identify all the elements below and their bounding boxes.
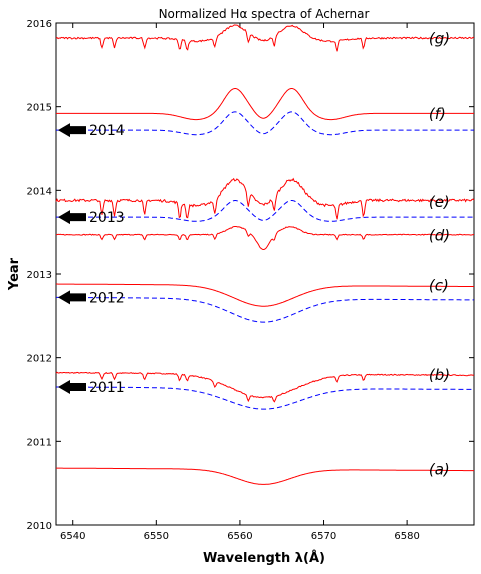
series-layer xyxy=(55,24,475,485)
year-arrow-icon xyxy=(58,290,86,305)
year-arrow-icon xyxy=(58,123,86,138)
observed-spectrum-line xyxy=(55,177,475,220)
year-marker-label: 2012 xyxy=(89,290,125,306)
spectrum-label: (c) xyxy=(429,277,449,295)
spectrum-label: (d) xyxy=(429,226,450,244)
y-tick-label: 2012 xyxy=(27,354,52,365)
x-tick-label: 6580 xyxy=(394,531,419,542)
x-tick-label: 6570 xyxy=(311,531,336,542)
spectrum-label: (a) xyxy=(429,461,450,479)
observed-spectrum-line xyxy=(56,88,474,121)
observed-spectrum-line xyxy=(55,24,475,52)
observed-spectrum-line xyxy=(55,371,475,403)
year-arrow-icon xyxy=(58,210,86,225)
model-spectrum-line xyxy=(56,296,474,323)
y-tick-label: 2013 xyxy=(27,270,52,281)
year-marker-label: 2014 xyxy=(89,123,125,139)
year-markers: 2011 2012 2013 2014 xyxy=(58,123,125,396)
spectrum-label: (b) xyxy=(429,366,450,384)
year-marker-label: 2013 xyxy=(89,210,125,226)
axis-ticks: 6540 6550 6560 6570 6580 2010 2011 2012 2013 2014… xyxy=(27,19,474,542)
chart-title: Normalized Hα spectra of Achernar xyxy=(159,7,370,21)
series-labels: (a) (b) (c) (d) (e) (f) (g) xyxy=(429,30,450,479)
spectrum-label: (e) xyxy=(429,193,450,211)
spectrum-label: (f) xyxy=(429,105,446,123)
model-spectrum-line xyxy=(56,111,474,136)
y-tick-label: 2010 xyxy=(27,521,52,532)
y-tick-label: 2016 xyxy=(27,19,52,30)
spectrum-label: (g) xyxy=(429,30,450,48)
observed-spectrum-line xyxy=(56,283,475,307)
x-axis-label: Wavelength λ(Å) xyxy=(203,550,325,566)
y-tick-label: 2014 xyxy=(27,186,52,197)
year-arrow-icon xyxy=(58,379,86,394)
plot-frame xyxy=(55,22,475,526)
x-tick-label: 6560 xyxy=(227,531,252,542)
model-spectrum-line xyxy=(56,386,474,410)
year-marker-label: 2011 xyxy=(89,380,125,396)
y-axis-label: Year xyxy=(7,257,22,291)
observed-spectrum-line xyxy=(56,467,474,485)
model-spectrum-line xyxy=(56,200,474,222)
x-tick-label: 6550 xyxy=(144,531,169,542)
observed-spectrum-line xyxy=(55,226,475,250)
y-tick-label: 2015 xyxy=(27,103,52,114)
x-tick-label: 6540 xyxy=(60,531,85,542)
y-tick-label: 2011 xyxy=(27,437,52,448)
